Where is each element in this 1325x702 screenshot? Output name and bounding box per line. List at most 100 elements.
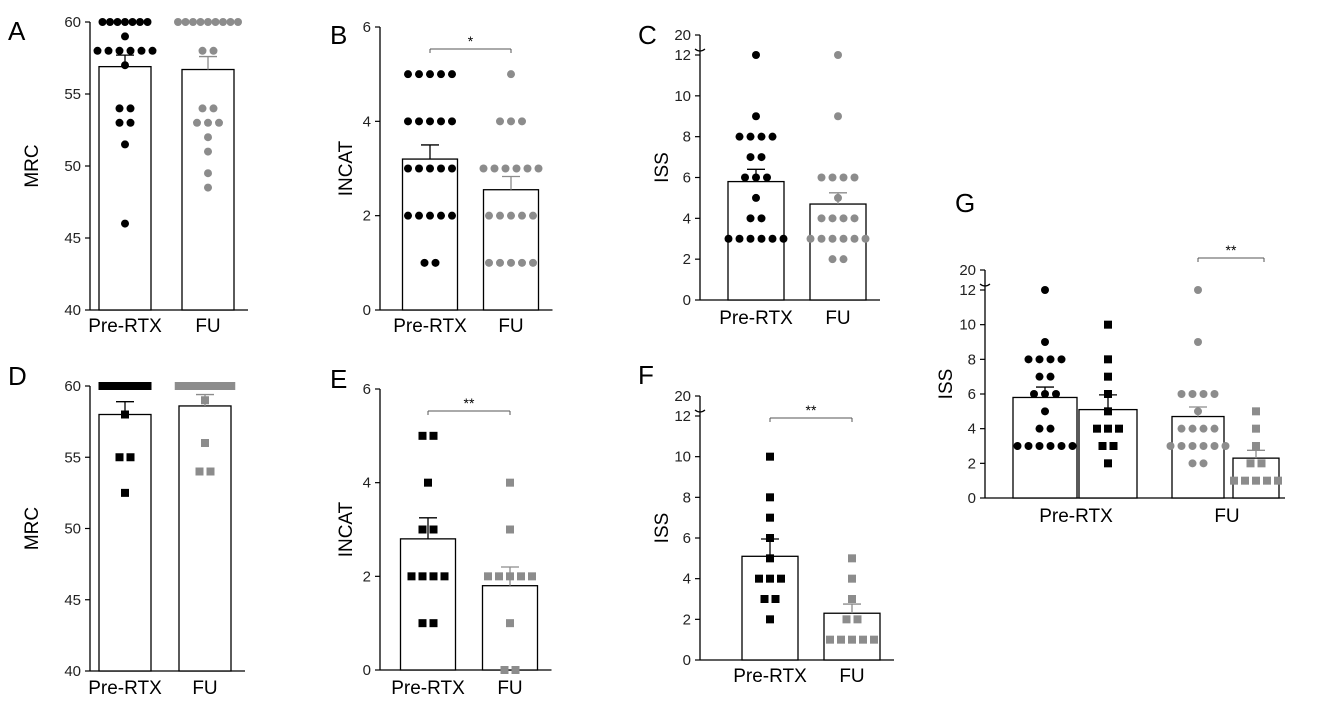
data-point <box>842 615 851 624</box>
data-point <box>485 211 493 220</box>
data-point <box>746 153 755 162</box>
data-point <box>817 173 826 182</box>
data-point <box>113 18 122 26</box>
y-tick-label: 2 <box>363 208 371 225</box>
data-point <box>834 51 842 59</box>
x-tick-label: Pre-RTX <box>391 678 465 699</box>
data-point <box>189 382 198 390</box>
data-point <box>859 635 867 644</box>
y-tick-label: 8 <box>683 129 691 146</box>
data-point <box>850 234 859 243</box>
y-tick-label: 0 <box>683 292 691 309</box>
data-point <box>1274 476 1282 485</box>
y-tick-label: 6 <box>363 19 371 36</box>
data-point <box>115 453 124 462</box>
data-point <box>746 234 755 243</box>
data-point <box>839 234 848 243</box>
data-point <box>485 258 493 267</box>
data-point <box>1046 355 1055 364</box>
data-point <box>806 234 815 243</box>
y-tick-label: 8 <box>968 351 976 368</box>
data-point <box>198 46 207 55</box>
data-point <box>760 595 769 603</box>
data-point <box>850 214 859 223</box>
data-point <box>426 117 434 126</box>
data-point <box>215 118 223 127</box>
data-point <box>174 18 182 26</box>
data-point <box>1166 442 1175 450</box>
data-point <box>763 173 771 182</box>
data-point <box>1230 476 1238 485</box>
y-tick-label: 12 <box>674 408 691 425</box>
data-point <box>528 572 536 581</box>
x-tick-label: FU <box>498 316 523 337</box>
axis-break-mark <box>694 409 706 413</box>
y-tick-label: 2 <box>363 568 371 585</box>
data-point <box>768 234 777 243</box>
y-tick-label: 4 <box>363 475 371 492</box>
y-axis-title: ISS <box>652 152 673 183</box>
data-point <box>206 467 215 476</box>
bar <box>181 68 235 311</box>
data-point <box>212 382 221 390</box>
x-tick-label: FU <box>195 316 220 337</box>
data-point <box>817 214 826 223</box>
data-point <box>136 18 144 26</box>
panel-letter-b: B <box>330 20 347 50</box>
data-point <box>448 117 456 126</box>
data-point <box>1188 424 1197 433</box>
data-point <box>1104 390 1112 398</box>
data-point <box>204 382 213 390</box>
data-point <box>826 635 834 644</box>
data-point <box>424 478 432 487</box>
data-point <box>121 382 129 390</box>
data-point <box>766 493 774 502</box>
data-point <box>126 118 135 127</box>
y-tick-label: 40 <box>64 302 81 319</box>
significance-label: ** <box>806 402 817 418</box>
data-point <box>1194 407 1202 416</box>
x-tick-label: Pre-RTX <box>393 316 467 337</box>
panel-letter-d: D <box>8 361 27 391</box>
data-point <box>1115 424 1123 433</box>
data-point <box>404 164 412 173</box>
data-point <box>195 467 204 476</box>
data-point <box>735 234 744 243</box>
data-point <box>507 117 515 126</box>
data-point <box>1109 442 1118 450</box>
data-point <box>431 258 440 267</box>
data-point <box>418 525 427 534</box>
data-point <box>496 117 504 126</box>
data-point <box>420 258 429 267</box>
y-tick-label: 2 <box>683 251 691 268</box>
data-point <box>1252 442 1260 450</box>
chart-panel-c: 20 0 2 4 6 8 10 12 ISS Pre-RTX FU <box>652 27 880 329</box>
data-point <box>204 118 212 127</box>
data-point <box>1252 424 1260 433</box>
y-tick-label: 10 <box>674 88 691 105</box>
data-point <box>437 117 445 126</box>
data-point <box>496 211 504 220</box>
data-point <box>523 164 532 173</box>
data-point <box>766 534 774 542</box>
data-point <box>839 173 848 182</box>
data-point <box>1068 442 1077 450</box>
data-point <box>404 70 412 79</box>
data-point <box>1199 424 1208 433</box>
x-tick-label: FU <box>192 678 217 699</box>
data-point <box>507 70 515 79</box>
data-point <box>121 32 129 41</box>
data-point <box>226 18 235 26</box>
y-axis-title: MRC <box>22 144 43 187</box>
data-point <box>1024 442 1033 450</box>
data-point <box>93 46 102 55</box>
data-point <box>1057 355 1066 364</box>
data-point <box>1104 407 1112 416</box>
data-point <box>518 258 526 267</box>
data-point <box>404 117 412 126</box>
data-point <box>429 619 438 628</box>
data-point <box>104 46 113 55</box>
data-point <box>490 164 499 173</box>
data-point <box>1104 372 1112 381</box>
data-point <box>828 255 837 264</box>
